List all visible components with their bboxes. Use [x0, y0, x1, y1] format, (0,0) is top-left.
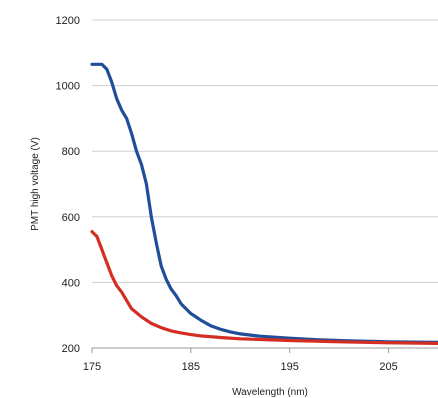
x-tick-label-205: 205 — [379, 361, 397, 373]
series-line-1 — [90, 62, 438, 344]
x-tick-marks — [91, 348, 390, 353]
y-tick-label-1000: 1000 — [56, 81, 80, 93]
x-tick-label-195: 195 — [281, 361, 299, 373]
x-tick-label-185: 185 — [182, 361, 200, 373]
series-lines — [90, 62, 438, 345]
series-line-2 — [90, 230, 438, 345]
x-tick-labels: 175 185 195 205 — [83, 361, 398, 373]
y-axis-title: PMT high voltage (V) — [30, 137, 41, 231]
y-tick-label-400: 400 — [62, 277, 80, 289]
y-tick-label-800: 800 — [62, 146, 80, 158]
y-tick-label-600: 600 — [62, 212, 80, 224]
y-tick-labels: 200 400 600 800 1000 1200 — [56, 15, 80, 355]
y-tick-label-1200: 1200 — [56, 15, 80, 27]
x-axis-title: Wavelength (nm) — [232, 387, 308, 398]
x-tick-label-175: 175 — [83, 361, 101, 373]
gridlines — [92, 19, 438, 283]
y-tick-label-200: 200 — [62, 343, 80, 355]
